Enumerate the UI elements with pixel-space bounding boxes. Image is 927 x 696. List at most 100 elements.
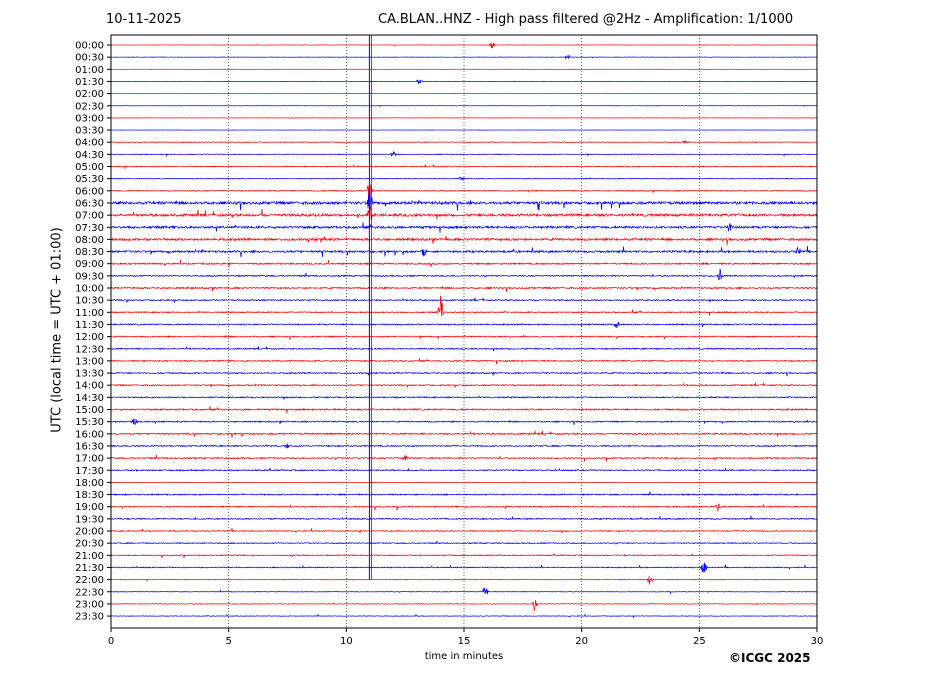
- y-tick-label-1830: 18:30: [75, 490, 104, 501]
- copyright-notice: ©ICGC 2025: [729, 651, 811, 665]
- trace-row-2030: [110, 540, 818, 546]
- trace-row-2200: [110, 576, 818, 585]
- trace-row-1700: [110, 454, 818, 462]
- y-tick-label-1930: 19:30: [75, 514, 104, 525]
- trace-row-1100: [110, 295, 818, 316]
- y-tick-label-1000: 10:00: [75, 284, 104, 295]
- trace-row-1330: [110, 371, 818, 377]
- y-tick-label-2200: 22:00: [75, 575, 104, 586]
- y-tick-label-0500: 05:00: [75, 162, 104, 173]
- trace-row-1730: [110, 467, 818, 472]
- trace-row-1630: [110, 443, 818, 449]
- y-tick-label-0600: 06:00: [75, 186, 104, 197]
- y-tick-label-1030: 10:30: [75, 296, 104, 307]
- trace-row-0400: [110, 139, 818, 145]
- trace-row-0800: [110, 235, 818, 246]
- x-tick-label-30: 30: [811, 636, 824, 647]
- y-tick-label-0630: 06:30: [75, 198, 104, 209]
- y-tick-label-0000: 00:00: [75, 41, 104, 52]
- trace-row-0130: [110, 79, 818, 85]
- trace-row-1230: [110, 345, 818, 352]
- y-tick-label-0730: 07:30: [75, 223, 104, 234]
- y-tick-label-1700: 17:00: [75, 454, 104, 465]
- trace-row-1430: [110, 395, 818, 400]
- y-tick-label-0300: 03:00: [75, 113, 104, 124]
- y-tick-label-0230: 02:30: [75, 101, 104, 112]
- trace-row-0730: [110, 222, 818, 233]
- seismic-traces: [110, 42, 818, 619]
- y-tick-label-1900: 19:00: [75, 502, 104, 513]
- y-tick-label-0330: 03:30: [75, 126, 104, 137]
- trace-row-1200: [110, 334, 818, 340]
- y-tick-label-0030: 00:30: [75, 53, 104, 64]
- y-tick-label-2100: 21:00: [75, 551, 104, 562]
- trace-row-0030: [110, 54, 818, 60]
- y-tick-label-2300: 23:00: [75, 599, 104, 610]
- y-tick-label-1300: 13:00: [75, 356, 104, 367]
- y-tick-label-0430: 04:30: [75, 150, 104, 161]
- x-tick-label-25: 25: [693, 636, 706, 647]
- x-axis-label: time in minutes: [424, 651, 504, 662]
- trace-row-2230: [110, 587, 818, 595]
- y-tick-label-2030: 20:30: [75, 539, 104, 550]
- trace-row-0600: [110, 183, 818, 198]
- trace-row-1300: [110, 358, 818, 365]
- trace-row-1800: [110, 481, 818, 484]
- trace-row-2100: [110, 552, 818, 559]
- chart-date: 10-11-2025: [106, 12, 182, 27]
- y-tick-label-0930: 09:30: [75, 271, 104, 282]
- trace-row-0500: [110, 163, 818, 170]
- trace-row-1500: [110, 406, 818, 414]
- trace-row-0530: [110, 176, 818, 182]
- grid-lines: [228, 35, 700, 628]
- x-tick-label-0: 0: [108, 636, 114, 647]
- trace-row-2130: [110, 562, 818, 573]
- plot-frame: [110, 34, 818, 629]
- x-tick-label-10: 10: [340, 636, 353, 647]
- trace-row-1900: [110, 503, 818, 512]
- trace-row-0700: [110, 204, 818, 221]
- y-tick-label-1100: 11:00: [75, 308, 104, 319]
- trace-row-2000: [110, 528, 818, 534]
- y-tick-label-1330: 13:30: [75, 369, 104, 380]
- y-tick-label-1730: 17:30: [75, 466, 104, 477]
- y-tick-label-2130: 21:30: [75, 563, 104, 574]
- y-tick-label-1230: 12:30: [75, 344, 104, 355]
- trace-row-1030: [110, 296, 818, 303]
- y-tick-label-0100: 01:00: [75, 65, 104, 76]
- chart-title: CA.BLAN..HNZ - High pass filtered @2Hz -…: [378, 12, 794, 27]
- y-tick-label-0200: 02:00: [75, 89, 104, 100]
- y-tick-label-2000: 20:00: [75, 527, 104, 538]
- y-tick-label-1600: 16:00: [75, 429, 104, 440]
- y-tick-label-1530: 15:30: [75, 417, 104, 428]
- trace-row-0900: [110, 259, 818, 268]
- x-tick-label-15: 15: [458, 636, 471, 647]
- trace-row-2330: [110, 613, 818, 619]
- trace-row-2300: [110, 599, 818, 611]
- trace-row-0930: [110, 268, 818, 280]
- y-tick-label-1400: 14:00: [75, 381, 104, 392]
- y-tick-label-1430: 14:30: [75, 393, 104, 404]
- y-tick-label-1800: 18:00: [75, 478, 104, 489]
- y-tick-label-0830: 08:30: [75, 247, 104, 258]
- y-tick-label-0530: 05:30: [75, 174, 104, 185]
- continuous-signal: [368, 35, 372, 580]
- trace-row-0000: [110, 42, 818, 49]
- x-axis-ticks: 0 5 10 15 20 25 30: [108, 628, 824, 647]
- trace-row-0100: [110, 68, 818, 71]
- trace-row-0300: [110, 117, 818, 120]
- y-tick-label-1500: 15:00: [75, 405, 104, 416]
- y-tick-label-0800: 08:00: [75, 235, 104, 246]
- trace-row-0430: [110, 151, 818, 158]
- y-tick-label-1200: 12:00: [75, 332, 104, 343]
- trace-row-1130: [110, 321, 818, 329]
- trace-row-0230: [110, 104, 818, 108]
- y-tick-label-0400: 04:00: [75, 138, 104, 149]
- trace-row-1400: [110, 382, 818, 388]
- trace-row-1600: [110, 430, 818, 438]
- trace-row-0630: [110, 189, 818, 211]
- trace-row-1830: [110, 491, 818, 496]
- y-tick-label-1630: 16:30: [75, 441, 104, 452]
